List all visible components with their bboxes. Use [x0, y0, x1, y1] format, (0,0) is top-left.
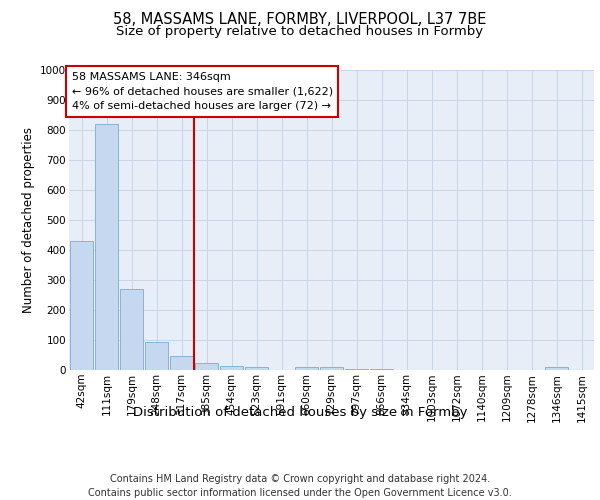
- Text: Size of property relative to detached houses in Formby: Size of property relative to detached ho…: [116, 25, 484, 38]
- Y-axis label: Number of detached properties: Number of detached properties: [22, 127, 35, 313]
- Bar: [70, 241, 94, 370]
- Bar: [170, 356, 193, 370]
- Bar: [95, 124, 118, 370]
- Text: Contains HM Land Registry data © Crown copyright and database right 2024.
Contai: Contains HM Land Registry data © Crown c…: [88, 474, 512, 498]
- Bar: [145, 342, 169, 370]
- Bar: [370, 368, 394, 370]
- Bar: [220, 366, 244, 370]
- Bar: [295, 367, 319, 370]
- Bar: [194, 364, 218, 370]
- Bar: [119, 289, 143, 370]
- Bar: [320, 367, 343, 370]
- Bar: [545, 367, 568, 370]
- Text: 58 MASSAMS LANE: 346sqm
← 96% of detached houses are smaller (1,622)
4% of semi-: 58 MASSAMS LANE: 346sqm ← 96% of detache…: [71, 72, 333, 111]
- Text: Distribution of detached houses by size in Formby: Distribution of detached houses by size …: [133, 406, 467, 419]
- Bar: [245, 367, 268, 370]
- Bar: [344, 368, 368, 370]
- Text: 58, MASSAMS LANE, FORMBY, LIVERPOOL, L37 7BE: 58, MASSAMS LANE, FORMBY, LIVERPOOL, L37…: [113, 12, 487, 28]
